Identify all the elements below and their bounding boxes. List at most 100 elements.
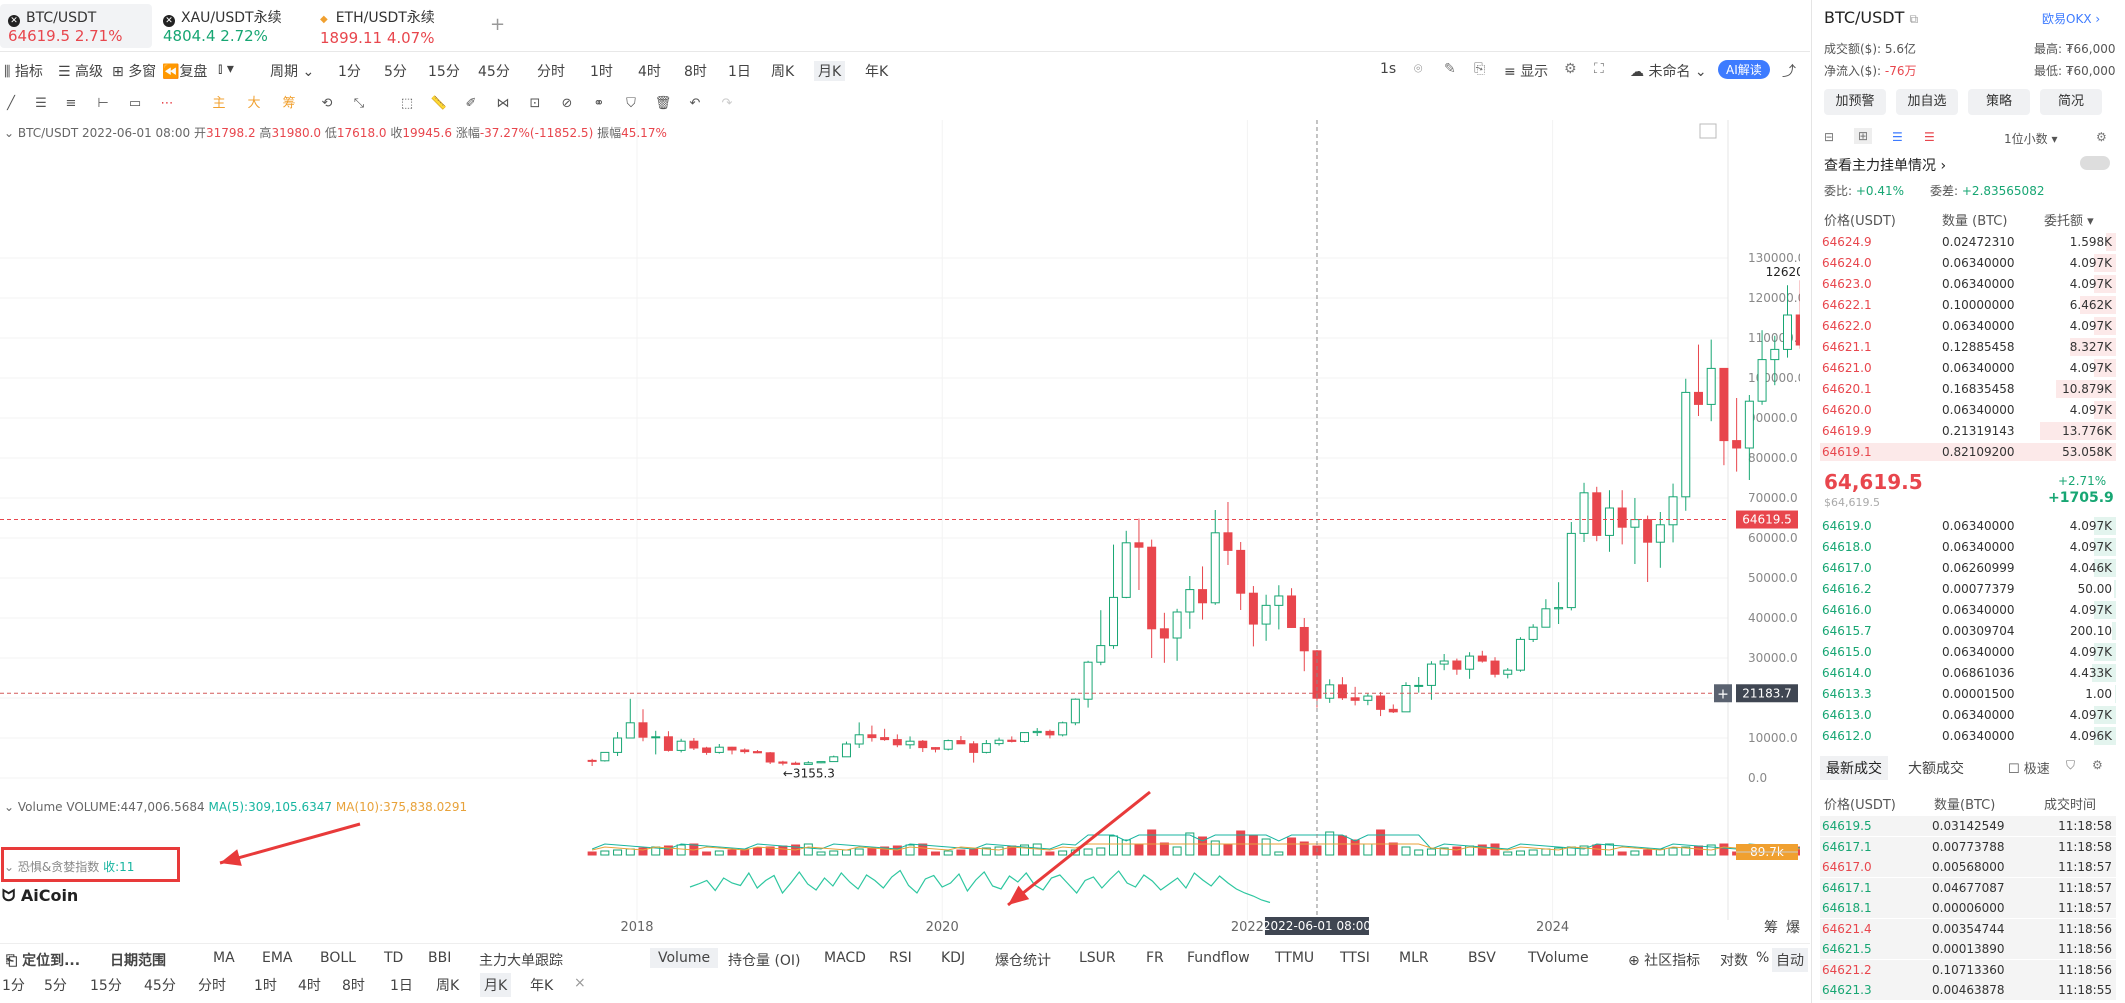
close-icon[interactable]: × [574,975,586,991]
timeframe-5[interactable]: 分时 [537,64,565,80]
tab-eth-usdt[interactable]: ◆ ETH/USDT永续 1899.11 4.07% [312,4,472,48]
indicators-button[interactable]: ⫼ 指标 [4,61,43,81]
main-orders-toggle[interactable] [2080,156,2110,170]
bid-row[interactable]: 64615.0 0.06340000 4.097K [1820,642,2116,662]
bottom-timeframe-10[interactable]: 周K [436,978,460,994]
collapse-icon[interactable]: ⌄ [4,860,15,874]
ask-row[interactable]: 64622.1 0.10000000 6.462K [1820,295,2116,315]
tab-btc-usdt[interactable]: ✕ BTC/USDT 64619.5 2.71% [0,4,152,48]
sub-indicator-3[interactable]: MACD [824,950,866,966]
filter-icon[interactable]: ⛉ [626,96,636,111]
ask-row[interactable]: 64624.9 0.02472310 1.598K [1820,232,2116,252]
indicator-3[interactable]: BOLL [320,950,356,966]
community-indicators[interactable]: ⊕ 社区指标 [1628,953,1701,969]
auto-scale-toggle[interactable]: 自动 [1772,948,1808,972]
measure-icon[interactable]: ⤡ [353,96,365,111]
chip-button[interactable]: 筹 [282,96,296,111]
ruler-icon[interactable]: 📏 [430,96,448,111]
timeframe-11[interactable]: 月K [814,61,846,81]
interval-button[interactable]: 1s [1380,61,1397,77]
fullscreen-icon[interactable]: ⛶ [1594,61,1604,77]
add-watchlist-button[interactable]: 加自选 [1896,89,1958,115]
locate-button[interactable]: ⎗ 定位到... [6,953,81,969]
settings-icon[interactable]: ⚙ [1564,61,1577,77]
bid-row[interactable]: 64613.0 0.06340000 4.097K [1820,705,2116,725]
timeframe-2[interactable]: 5分 [384,64,407,80]
bottom-timeframe-8[interactable]: 8时 [342,978,365,994]
bid-row[interactable]: 64619.0 0.06340000 4.097K [1820,516,2116,536]
settings-icon[interactable]: ⚙ [2096,130,2107,144]
sub-indicator-1[interactable]: Volume [650,948,719,968]
bottom-timeframe-1[interactable]: 1分 [2,978,25,994]
add-alert-crosshair[interactable] [1714,684,1732,703]
sub-indicator-12[interactable]: MLR [1399,950,1429,966]
timeframe-9[interactable]: 1日 [728,64,751,80]
bottom-timeframe-6[interactable]: 1时 [254,978,277,994]
liquidation-label[interactable]: 爆 [1786,920,1800,936]
big-order-button[interactable]: 大 [247,96,261,111]
main-force-button[interactable]: 主 [212,96,226,111]
date-range-button[interactable]: 日期范围 [110,953,166,969]
ray-tool-icon[interactable]: ⊢ [97,96,109,111]
close-icon[interactable]: ✕ [163,15,175,27]
indicator-5[interactable]: BBI [428,950,452,966]
chip-label[interactable]: 筹 [1764,919,1778,936]
layout-name-dropdown[interactable]: ☁ 未命名 ⌄ [1630,64,1707,80]
rect-tool-icon[interactable]: ▭ [128,96,142,111]
ask-row[interactable]: 64623.0 0.06340000 4.097K [1820,274,2116,294]
ask-row[interactable]: 64624.0 0.06340000 4.097K [1820,253,2116,273]
timeframe-12[interactable]: 年K [865,64,889,80]
undo-icon[interactable]: ↶ [689,96,701,111]
indicator-1[interactable]: MA [213,950,235,966]
clipboard-icon[interactable]: ⎘ [1474,61,1486,77]
bottom-timeframe-9[interactable]: 1日 [390,978,413,994]
bid-row[interactable]: 64613.3 0.00001500 1.00 [1820,684,2116,704]
multi-window-button[interactable]: ⊞ 多窗 [112,61,156,81]
ask-row[interactable]: 64619.1 0.82109200 53.058K [1820,442,2116,462]
sub-indicator-7[interactable]: LSUR [1079,950,1116,966]
pen-icon[interactable]: ✎ [1444,61,1456,77]
chart-type-button[interactable]: ⫾ ▾ [218,61,234,77]
sub-indicator-2[interactable]: 持仓量 (OI) [728,953,801,969]
magnet-icon[interactable]: ⟲ [321,96,333,111]
indicator-6[interactable]: 主力大单跟踪 [479,953,563,969]
bid-row[interactable]: 64617.0 0.06260999 4.046K [1820,558,2116,578]
eye-icon[interactable]: ⊘ [561,96,573,111]
lock-icon[interactable]: ⊡ [529,96,541,111]
decimals-dropdown[interactable]: 1位小数 ▾ [2004,132,2058,146]
price-chart[interactable]: 0.010000.020000.030000.040000.050000.060… [0,120,1800,940]
period-dropdown[interactable]: 周期 ⌄ [270,61,314,81]
filter-icon[interactable]: ⛉ [2066,758,2076,772]
bottom-timeframe-5[interactable]: 分时 [198,978,226,994]
ai-analysis-button[interactable]: AI解读 [1718,60,1770,79]
ask-row[interactable]: 64622.0 0.06340000 4.097K [1820,316,2116,336]
bottom-timeframe-11[interactable]: 月K [480,973,512,997]
line-tool-icon[interactable]: ╱ [7,96,15,111]
timeframe-3[interactable]: 15分 [428,64,460,80]
pattern-icon[interactable]: ⋈ [496,96,510,111]
sub-indicator-13[interactable]: BSV [1468,950,1496,966]
log-scale-toggle[interactable]: 对数 [1720,953,1748,969]
ask-row[interactable]: 64619.9 0.21319143 13.776K [1820,421,2116,441]
replay-button[interactable]: ⏪复盘 [162,61,207,81]
timeframe-4[interactable]: 45分 [478,64,510,80]
sub-indicator-9[interactable]: Fundflow [1187,950,1250,966]
expand-icon[interactable] [1699,123,1717,139]
timeframe-6[interactable]: 1时 [590,64,613,80]
latest-trades-tab[interactable]: 最新成交 [1820,756,1888,780]
bid-row[interactable]: 64612.0 0.06340000 4.096K [1820,726,2116,746]
sub-indicator-8[interactable]: FR [1146,950,1164,966]
sub-indicator-14[interactable]: TVolume [1528,950,1589,966]
book-bids-icon[interactable]: ☰ [1892,130,1903,144]
ask-row[interactable]: 64621.1 0.12885458 8.327K [1820,337,2116,357]
bottom-timeframe-2[interactable]: 5分 [44,978,67,994]
book-split-icon[interactable]: ⊞ [1854,128,1873,144]
indicator-4[interactable]: TD [384,950,404,966]
bid-row[interactable]: 64616.2 0.00077379 50.00 [1820,579,2116,599]
main-orders-link[interactable]: 查看主力挂单情况 › [1824,158,1947,174]
collapse-icon[interactable]: ⌄ [4,126,15,140]
add-tab-button[interactable]: + [490,14,506,35]
redo-icon[interactable]: ↷ [721,96,733,111]
collapse-icon[interactable]: ⌄ [4,800,15,814]
close-icon[interactable]: ✕ [8,15,20,27]
